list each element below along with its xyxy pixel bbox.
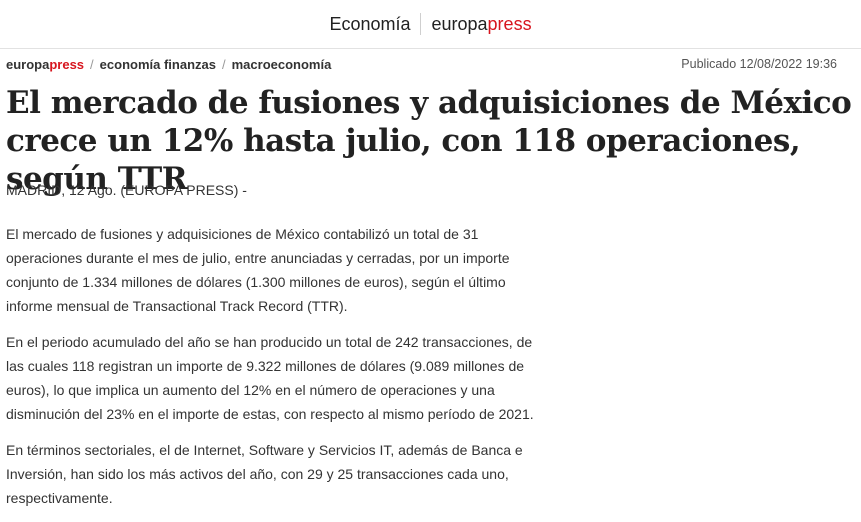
article-paragraph: En el periodo acumulado del año se han p… [6,334,534,422]
breadcrumb-separator: / [221,56,226,72]
article-paragraph: El mercado de fusiones y adquisiciones d… [6,226,510,314]
site-header: Economía europapress [0,0,861,49]
breadcrumb-home-part-2: press [49,56,85,72]
article-paragraph: En términos sectoriales, el de Internet,… [6,442,523,506]
header-divider [420,13,422,35]
breadcrumb-home-part-1: europa [6,56,50,72]
breadcrumb-economia-finanzas[interactable]: economía finanzas [99,56,216,72]
logo-part-2: press [487,13,532,34]
section-link-economia[interactable]: Economía [329,13,411,34]
article-dateline: MADRID, 12 Ago. (EUROPA PRESS) - [6,182,247,198]
published-date: Publicado 12/08/2022 19:36 [681,57,837,71]
europapress-logo[interactable]: europapress [431,14,531,35]
breadcrumb: europapress / economía finanzas / macroe… [6,57,331,72]
article-meta: europapress / economía finanzas / macroe… [6,54,837,74]
logo-part-1: europa [431,13,488,34]
breadcrumb-home[interactable]: europapress [6,57,84,72]
breadcrumb-separator: / [90,56,94,72]
breadcrumb-macroeconomia[interactable]: macroeconomía [231,56,332,72]
brand: Economía europapress [329,13,532,35]
article-body: MADRID, 12 Ago. (EUROPA PRESS) - El merc… [6,178,551,522]
article-title: El mercado de fusiones y adquisiciones d… [6,85,852,197]
